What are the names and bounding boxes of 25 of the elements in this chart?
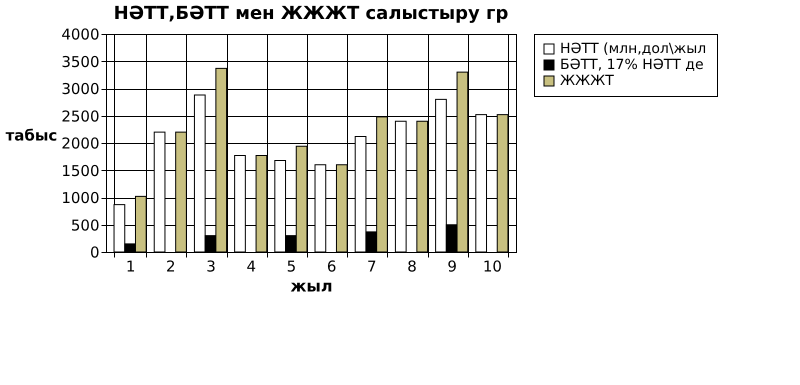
x-tick-label: 4: [246, 258, 256, 276]
x-tick-label: 8: [407, 258, 417, 276]
y-tick-label: 2000: [61, 134, 100, 152]
x-tick-label: 1: [126, 258, 136, 276]
legend-label: НӘТТ (млн,дол\жыл: [560, 41, 706, 57]
x-axis-title: жыл: [290, 276, 333, 296]
x-tick-label: 9: [447, 258, 457, 276]
y-axis-title: табыс: [6, 126, 58, 144]
y-tick-label: 500: [70, 216, 100, 234]
y-tick-label: 0: [90, 244, 100, 262]
y-tick-label: 3000: [61, 80, 100, 98]
x-tick-label: 2: [166, 258, 176, 276]
y-tick-label: 4000: [61, 26, 100, 44]
y-tick-label: 3500: [61, 52, 100, 71]
chart-title: НӘТТ,БӘТТ мен ЖЖЖТ салыстыру гр: [114, 3, 508, 24]
legend-label: ЖЖЖТ: [560, 73, 614, 89]
y-tick-label: 2500: [61, 107, 100, 126]
y-tick-label: 1000: [61, 189, 100, 207]
x-tick-label: 3: [206, 258, 216, 276]
legend-label: БӘТТ, 17% НӘТТ де: [560, 57, 704, 73]
x-tick-label: 6: [326, 258, 336, 276]
x-tick-label: 10: [482, 258, 502, 276]
x-tick-label: 5: [286, 258, 296, 276]
y-tick-label: 1500: [61, 162, 100, 180]
x-tick-label: 7: [367, 258, 377, 276]
